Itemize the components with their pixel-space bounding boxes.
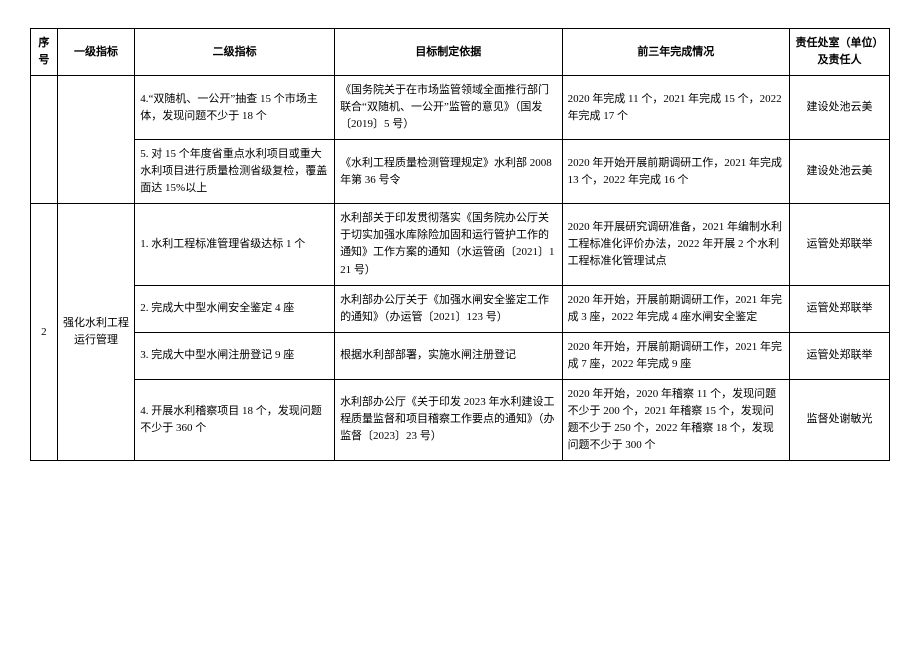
cell-level2: 5. 对 15 个年度省重点水利项目或重大水利项目进行质量检测省级复检，覆盖面达… xyxy=(135,140,335,204)
cell-basis: 水利部办公厅《关于印发 2023 年水利建设工程质量监督和项目稽察工作要点的通知… xyxy=(335,379,563,460)
cell-resp: 建设处池云美 xyxy=(790,76,890,140)
cell-seq: 2 xyxy=(31,204,58,461)
cell-level2: 1. 水利工程标准管理省级达标 1 个 xyxy=(135,204,335,285)
cell-level2: 3. 完成大中型水闸注册登记 9 座 xyxy=(135,332,335,379)
col-header-seq: 序号 xyxy=(31,29,58,76)
cell-resp: 运管处郑联举 xyxy=(790,285,890,332)
cell-prev3: 2020 年开始，2020 年稽察 11 个，发现问题不少于 200 个，202… xyxy=(562,379,790,460)
col-header-level1: 一级指标 xyxy=(57,29,135,76)
table-row: 2. 完成大中型水闸安全鉴定 4 座 水利部办公厅关于《加强水闸安全鉴定工作的通… xyxy=(31,285,890,332)
table-header-row: 序号 一级指标 二级指标 目标制定依据 前三年完成情况 责任处室（单位）及责任人 xyxy=(31,29,890,76)
cell-level1: 强化水利工程运行管理 xyxy=(57,204,135,461)
col-header-resp: 责任处室（单位）及责任人 xyxy=(790,29,890,76)
col-header-prev3: 前三年完成情况 xyxy=(562,29,790,76)
cell-basis: 水利部办公厅关于《加强水闸安全鉴定工作的通知》（办运管〔2021〕123 号） xyxy=(335,285,563,332)
cell-level2: 2. 完成大中型水闸安全鉴定 4 座 xyxy=(135,285,335,332)
col-header-basis: 目标制定依据 xyxy=(335,29,563,76)
cell-prev3: 2020 年开始，开展前期调研工作，2021 年完成 3 座，2022 年完成 … xyxy=(562,285,790,332)
cell-prev3: 2020 年开展研究调研准备，2021 年编制水利工程标准化评价办法，2022 … xyxy=(562,204,790,285)
table-row: 4. 开展水利稽察项目 18 个，发现问题不少于 360 个 水利部办公厅《关于… xyxy=(31,379,890,460)
cell-level2: 4. 开展水利稽察项目 18 个，发现问题不少于 360 个 xyxy=(135,379,335,460)
cell-basis: 《水利工程质量检测管理规定》水利部 2008 年第 36 号令 xyxy=(335,140,563,204)
table-row: 3. 完成大中型水闸注册登记 9 座 根据水利部部署，实施水闸注册登记 2020… xyxy=(31,332,890,379)
cell-basis: 《国务院关于在市场监管领域全面推行部门联合“双随机、一公开”监管的意见》（国发〔… xyxy=(335,76,563,140)
cell-resp: 运管处郑联举 xyxy=(790,332,890,379)
cell-level1 xyxy=(57,76,135,204)
table-row: 2 强化水利工程运行管理 1. 水利工程标准管理省级达标 1 个 水利部关于印发… xyxy=(31,204,890,285)
cell-prev3: 2020 年开始开展前期调研工作，2021 年完成 13 个，2022 年完成 … xyxy=(562,140,790,204)
table-row: 5. 对 15 个年度省重点水利项目或重大水利项目进行质量检测省级复检，覆盖面达… xyxy=(31,140,890,204)
cell-resp: 运管处郑联举 xyxy=(790,204,890,285)
col-header-level2: 二级指标 xyxy=(135,29,335,76)
cell-basis: 水利部关于印发贯彻落实《国务院办公厅关于切实加强水库除险加固和运行管护工作的通知… xyxy=(335,204,563,285)
cell-basis: 根据水利部部署，实施水闸注册登记 xyxy=(335,332,563,379)
indicator-table: 序号 一级指标 二级指标 目标制定依据 前三年完成情况 责任处室（单位）及责任人… xyxy=(30,28,890,461)
cell-level2: 4.“双随机、一公开”抽查 15 个市场主体，发现问题不少于 18 个 xyxy=(135,76,335,140)
cell-prev3: 2020 年开始，开展前期调研工作，2021 年完成 7 座，2022 年完成 … xyxy=(562,332,790,379)
cell-resp: 建设处池云美 xyxy=(790,140,890,204)
cell-resp: 监督处谢敏光 xyxy=(790,379,890,460)
cell-seq xyxy=(31,76,58,204)
cell-prev3: 2020 年完成 11 个，2021 年完成 15 个，2022 年完成 17 … xyxy=(562,76,790,140)
table-row: 4.“双随机、一公开”抽查 15 个市场主体，发现问题不少于 18 个 《国务院… xyxy=(31,76,890,140)
